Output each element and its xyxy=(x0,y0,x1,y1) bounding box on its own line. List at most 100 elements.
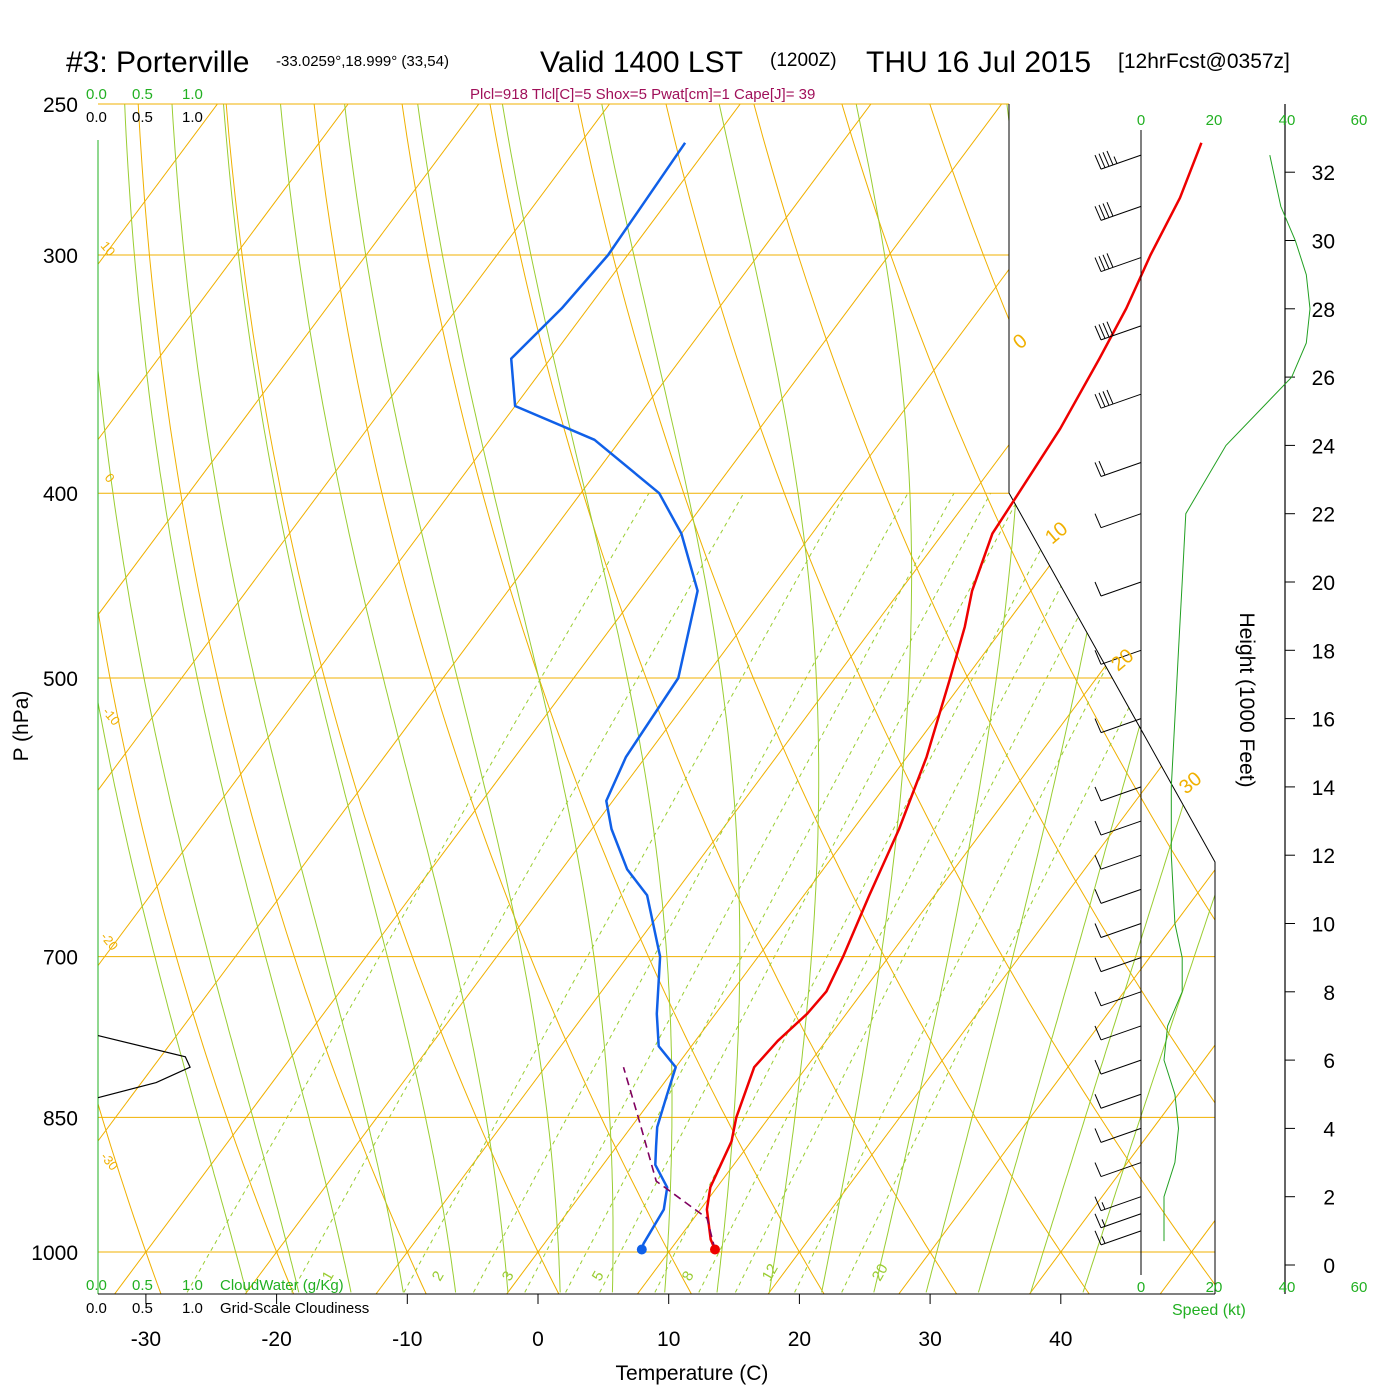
wind-barb-flag xyxy=(1102,152,1110,167)
wind-barb xyxy=(1094,786,1142,802)
wind-barb xyxy=(1094,581,1142,597)
moist-adiabat-line xyxy=(1082,104,1215,1293)
wind-barb-staff xyxy=(1100,1127,1142,1143)
wind-barb-flag xyxy=(1094,923,1102,938)
wind-barb xyxy=(1094,1213,1142,1229)
mixing-ratio-label: 2 xyxy=(429,1268,448,1284)
wind-barb-flag xyxy=(1094,1196,1102,1211)
title-valid: Valid 1400 LST xyxy=(540,46,743,79)
mixing-ratio-line xyxy=(473,492,909,1293)
cloudwater-tick-top-1: 0.5 xyxy=(132,86,153,103)
wind-barb xyxy=(1094,201,1142,221)
cloudiness-label: Grid-Scale Cloudiness xyxy=(220,1300,369,1317)
wind-barb xyxy=(1094,1230,1142,1246)
height-tick-label: 4 xyxy=(1323,1118,1335,1141)
isotherm-label: 0 xyxy=(1009,330,1032,354)
isotherm-line xyxy=(114,104,1028,1294)
wind-barb-flag xyxy=(1106,389,1114,405)
height-tick-label: 30 xyxy=(1312,231,1335,254)
wind-barb-staff xyxy=(1100,393,1142,409)
mixing-ratio-line xyxy=(841,492,1215,1293)
dry-adiabat-line xyxy=(310,104,713,1294)
wind-barb-flag xyxy=(1098,392,1106,407)
dry-adiabat-lines xyxy=(98,104,1215,1294)
dewpoint-surface-marker xyxy=(636,1244,647,1255)
wind-barb-flag xyxy=(1098,255,1106,271)
moist-adiabat-line xyxy=(1030,104,1215,1293)
dry-adiabat-line xyxy=(831,104,1215,1294)
cloudwater-tick-top-0: 0.0 xyxy=(86,86,107,103)
moist-adiabat-line xyxy=(821,104,913,1293)
isotherm-lines xyxy=(98,70,1400,1294)
dry-adiabat-line xyxy=(223,104,579,1294)
mixing-ratio-label: 12 xyxy=(759,1261,782,1284)
pressure-axis-title: P (hPa) xyxy=(10,691,33,762)
wind-barb-staff xyxy=(1100,1196,1142,1212)
mixing-ratio-line xyxy=(403,492,846,1293)
temperature-tick-label: 10 xyxy=(657,1328,680,1351)
cloudwater-tick-bottom-2: 1.0 xyxy=(182,1277,203,1294)
wind-barb-flag xyxy=(1094,206,1102,221)
wind-barb xyxy=(1094,389,1142,409)
moist-adiabat-line xyxy=(276,104,509,1293)
cloudiness-tick-bottom-2: 1.0 xyxy=(182,1300,203,1317)
title-coords: -33.0259°,18.999° (33,54) xyxy=(276,53,449,70)
height-axis-title: Height (1000 Feet) xyxy=(1235,612,1258,787)
wind-barb-staff xyxy=(1100,205,1142,221)
height-tick-label: 2 xyxy=(1323,1187,1335,1210)
wind-panel: 0246810121416182022242628303200202040406… xyxy=(1094,104,1368,1296)
wind-barb-flag xyxy=(1094,1162,1102,1177)
wind-barb-flag xyxy=(1094,718,1102,733)
speed-tick-label-top: 0 xyxy=(1137,112,1145,129)
dry-adiabat-line xyxy=(570,104,1116,1294)
isotherm-line xyxy=(1029,104,1215,1294)
wind-barb-flag xyxy=(1106,150,1114,166)
moist-adiabat-line xyxy=(169,104,404,1293)
moist-adiabat-line xyxy=(412,104,614,1293)
wind-barb-flag xyxy=(1094,1025,1102,1041)
wind-barb-staff xyxy=(1100,257,1142,273)
moist-adiabat-line xyxy=(122,104,352,1293)
mixing-ratio-label: 20 xyxy=(869,1261,892,1284)
speed-tick-label-top: 60 xyxy=(1351,112,1368,129)
height-tick-label: 12 xyxy=(1312,845,1335,868)
wind-barb-flag xyxy=(1094,581,1102,597)
wind-barb xyxy=(1094,253,1142,273)
isotherm-line xyxy=(98,104,505,1294)
wind-barb-flag xyxy=(1094,1094,1102,1109)
wind-barb-flag xyxy=(1094,154,1102,170)
mixing-ratio-line xyxy=(794,492,1196,1293)
temperature-tick-label: 30 xyxy=(918,1328,941,1351)
wind-barb-flag xyxy=(1098,153,1106,168)
wind-barb-half xyxy=(1101,1236,1106,1244)
indices-line: Plcl=918 Tlcl[C]=5 Shox=5 Pwat[cm]=1 Cap… xyxy=(470,86,815,103)
wind-barb xyxy=(1094,150,1142,170)
pressure-tick-label: 250 xyxy=(43,94,78,117)
mixing-ratio-line xyxy=(565,492,992,1293)
wind-barb-flag xyxy=(1098,460,1106,476)
mixing-ratio-line xyxy=(734,492,1144,1293)
wind-barb-staff xyxy=(1100,1162,1142,1178)
dry-adiabat-line xyxy=(744,104,1215,1294)
wind-barb-staff xyxy=(1100,820,1142,836)
mixing-ratio-label: 8 xyxy=(679,1268,698,1284)
wind-barb-flag xyxy=(1094,1059,1102,1075)
plot-frame xyxy=(97,104,1216,1295)
speed-tick-label-bottom: 60 xyxy=(1351,1279,1368,1296)
wind-speed-line xyxy=(1163,154,1311,1242)
moist-adiabat-line xyxy=(925,104,1156,1293)
wind-barb-flag xyxy=(1106,253,1114,268)
dry-adiabat-line xyxy=(657,104,1215,1294)
cloudwater-label: CloudWater (g/Kg) xyxy=(220,1277,344,1294)
wind-barb-staff xyxy=(1100,923,1142,938)
isotherm-label: -20 xyxy=(98,929,122,953)
dry-adiabat-line xyxy=(483,104,982,1294)
wind-barb-flag xyxy=(1098,204,1106,220)
moist-adiabat-lines xyxy=(98,104,1215,1293)
cloudwater-tick-bottom-0: 0.0 xyxy=(86,1277,107,1294)
pressure-tick-label: 500 xyxy=(43,668,78,691)
isotherm-line xyxy=(1291,70,1400,1294)
cloudiness-line xyxy=(97,1035,191,1099)
height-tick-label: 6 xyxy=(1323,1050,1335,1073)
